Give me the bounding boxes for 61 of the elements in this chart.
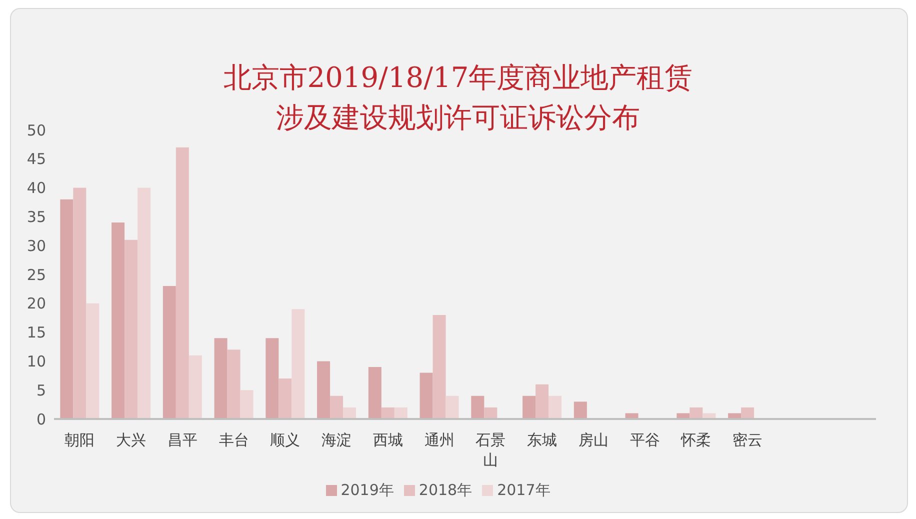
x-tick-label: 昌平 bbox=[167, 431, 198, 449]
bar bbox=[162, 286, 176, 419]
bar bbox=[548, 396, 562, 419]
bar bbox=[536, 384, 549, 419]
bar bbox=[292, 309, 305, 419]
bar bbox=[60, 199, 74, 419]
bar bbox=[86, 303, 100, 419]
x-tick-label: 丰台 bbox=[218, 431, 249, 449]
bar bbox=[741, 407, 754, 419]
bar bbox=[446, 396, 459, 419]
x-tick-label: 石景山 bbox=[476, 431, 506, 469]
legend-label: 2018年 bbox=[418, 481, 472, 499]
bar bbox=[124, 240, 138, 419]
y-tick-label: 0 bbox=[36, 410, 46, 428]
y-tick-label: 20 bbox=[26, 294, 46, 313]
bar bbox=[112, 222, 125, 419]
bar bbox=[484, 407, 498, 419]
y-tick-label: 10 bbox=[26, 352, 46, 371]
bar bbox=[522, 396, 536, 419]
bar bbox=[73, 188, 86, 419]
x-tick-label: 房山 bbox=[578, 431, 608, 449]
legend-label: 2017年 bbox=[497, 481, 550, 499]
bar bbox=[690, 407, 703, 419]
x-tick-label: 西城 bbox=[372, 431, 403, 449]
bar bbox=[574, 402, 587, 419]
y-tick-label: 40 bbox=[26, 179, 46, 198]
x-tick-label: 密云 bbox=[732, 431, 763, 449]
bar bbox=[471, 396, 484, 419]
bar bbox=[278, 378, 292, 419]
y-tick-label: 30 bbox=[26, 236, 46, 255]
x-tick-label: 朝阳 bbox=[64, 431, 95, 449]
x-tick-label: 大兴 bbox=[116, 431, 146, 449]
x-tick-label: 海淀 bbox=[322, 431, 352, 449]
chart-title: 北京市2019/18/17年度商业地产租赁涉及建设规划许可证诉讼分布 bbox=[222, 60, 694, 136]
y-tick-label: 5 bbox=[36, 381, 46, 400]
x-tick-label: 怀柔 bbox=[680, 431, 712, 449]
bar bbox=[188, 355, 202, 419]
bar bbox=[266, 338, 279, 419]
bar bbox=[394, 407, 408, 419]
bar bbox=[330, 396, 344, 419]
bar bbox=[317, 361, 330, 419]
x-tick-label: 平谷 bbox=[630, 431, 660, 449]
bar bbox=[343, 407, 356, 419]
x-tick-label: 顺义 bbox=[270, 431, 300, 449]
x-tick-label: 通州 bbox=[424, 431, 454, 449]
bar bbox=[381, 407, 394, 419]
y-tick-label: 15 bbox=[26, 324, 46, 342]
bar bbox=[432, 314, 446, 419]
y-tick-label: 45 bbox=[26, 150, 46, 168]
bar bbox=[138, 188, 151, 419]
y-tick-label: 50 bbox=[26, 121, 46, 140]
bar bbox=[214, 338, 228, 419]
bar bbox=[240, 390, 254, 419]
y-tick-label: 25 bbox=[26, 266, 46, 284]
bar bbox=[227, 350, 240, 419]
bar bbox=[176, 147, 189, 419]
y-tick-label: 35 bbox=[26, 208, 46, 226]
bar bbox=[368, 366, 382, 419]
legend-label: 2019年 bbox=[340, 481, 394, 499]
bar bbox=[420, 372, 433, 419]
x-tick-label: 东城 bbox=[527, 431, 558, 449]
